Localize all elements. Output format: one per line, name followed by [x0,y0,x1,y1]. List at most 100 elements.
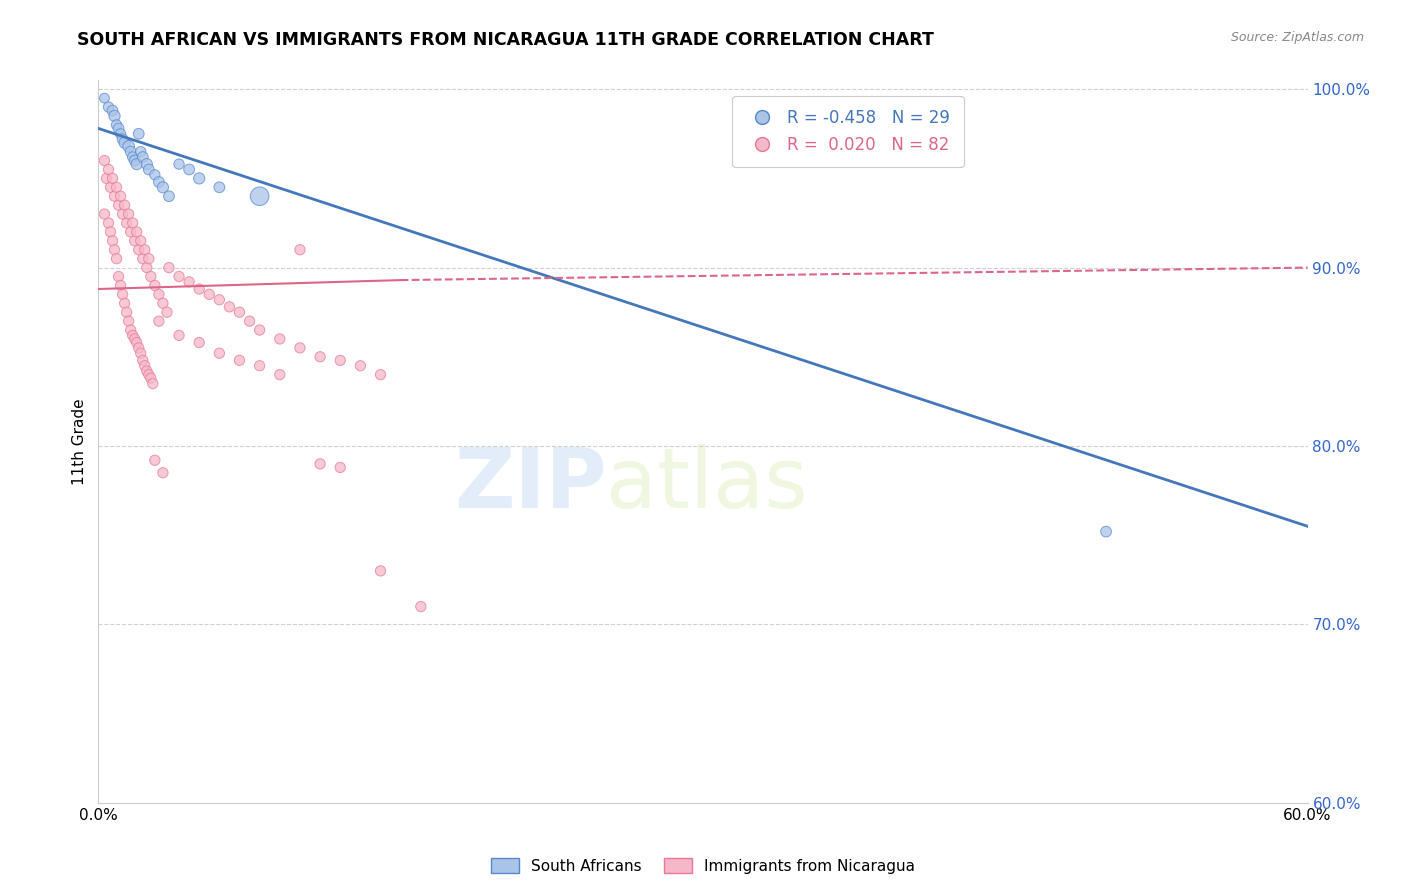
Point [138,252,160,266]
Point [129,234,152,248]
Point [101,103,124,118]
Point [93,207,115,221]
Point [97,100,120,114]
Point [118,314,141,328]
Point [138,368,160,382]
Point [157,189,180,203]
Point [110,278,132,293]
Point [370,368,392,382]
Point [111,287,134,301]
Point [107,269,129,284]
Point [132,252,155,266]
Point [288,341,311,355]
Point [309,457,332,471]
Point [128,127,150,141]
Point [114,296,136,310]
Point [107,121,129,136]
Point [135,260,157,275]
Text: SOUTH AFRICAN VS IMMIGRANTS FROM NICARAGUA 11TH GRADE CORRELATION CHART: SOUTH AFRICAN VS IMMIGRANTS FROM NICARAG… [77,31,934,49]
Point [96,171,118,186]
Point [132,353,155,368]
Point [110,189,132,203]
Point [329,353,352,368]
Point [208,346,231,360]
Point [135,157,157,171]
Point [152,180,174,194]
Point [124,332,146,346]
Point [167,328,190,343]
Text: Source: ZipAtlas.com: Source: ZipAtlas.com [1230,31,1364,45]
Point [288,243,311,257]
Point [111,132,134,146]
Point [179,162,201,177]
Point [143,278,166,293]
Point [118,207,141,221]
Point [97,162,120,177]
Point [228,305,250,319]
Point [156,305,179,319]
Point [249,323,271,337]
Point [110,127,132,141]
Text: ZIP: ZIP [454,444,606,525]
Point [125,157,148,171]
Point [309,350,332,364]
Point [1095,524,1118,539]
Point [157,260,180,275]
Point [120,145,142,159]
Point [142,376,165,391]
Point [143,168,166,182]
Point [239,314,262,328]
Point [148,287,170,301]
Point [148,175,170,189]
Point [114,136,136,150]
Point [228,353,250,368]
Point [208,180,231,194]
Point [128,341,150,355]
Point [370,564,392,578]
Point [349,359,371,373]
Point [121,150,143,164]
Legend: R = -0.458   N = 29, R =  0.020   N = 82: R = -0.458 N = 29, R = 0.020 N = 82 [733,95,963,167]
Point [128,243,150,257]
Point [139,269,162,284]
Point [139,371,162,385]
Point [121,216,143,230]
Point [120,225,142,239]
Point [179,275,201,289]
Point [125,225,148,239]
Point [105,118,128,132]
Point [115,305,138,319]
Point [218,300,240,314]
Point [129,346,152,360]
Point [132,150,155,164]
Point [188,282,211,296]
Point [134,359,156,373]
Point [208,293,231,307]
Point [115,216,138,230]
Point [269,368,291,382]
Point [188,171,211,186]
Point [188,335,211,350]
Point [329,460,352,475]
Point [167,269,190,284]
Point [167,157,190,171]
Point [409,599,432,614]
Point [124,234,146,248]
Point [138,162,160,177]
Point [148,314,170,328]
Point [249,189,271,203]
Point [198,287,221,301]
Point [100,180,122,194]
Point [114,198,136,212]
Point [152,296,174,310]
Point [249,359,271,373]
Point [125,335,148,350]
Point [103,243,125,257]
Point [107,198,129,212]
Point [93,153,115,168]
Point [111,207,134,221]
Point [124,153,146,168]
Point [103,189,125,203]
Point [152,466,174,480]
Point [101,234,124,248]
